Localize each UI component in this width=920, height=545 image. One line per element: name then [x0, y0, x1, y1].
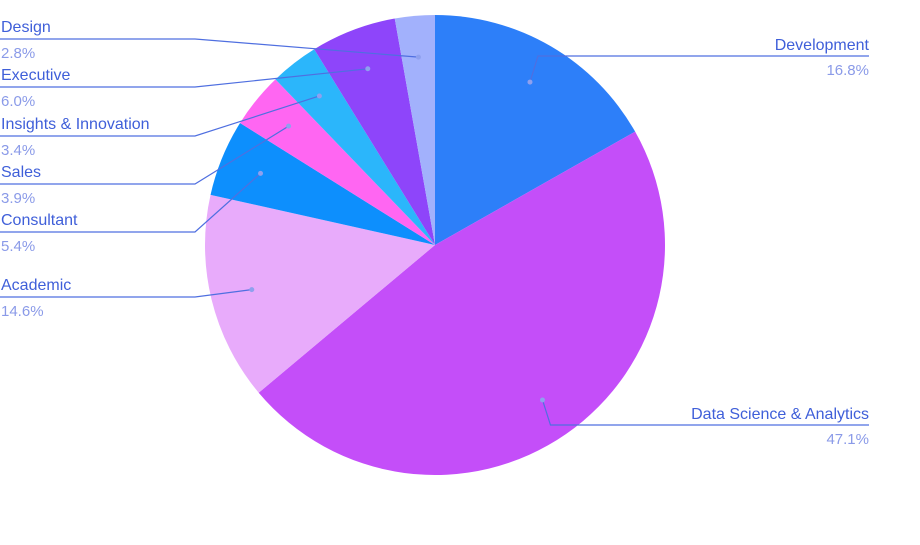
- callout-academic: Academic 14.6%: [0, 277, 255, 320]
- callout-dot: [539, 397, 545, 403]
- leader-line: [0, 289, 252, 298]
- slice-percent: 14.6%: [1, 303, 44, 320]
- callout-dot: [258, 170, 264, 176]
- leader-line: [0, 172, 261, 233]
- pie-slice-executive: [314, 18, 435, 246]
- slice-label: Sales: [1, 164, 41, 181]
- slice-label: Academic: [1, 277, 71, 294]
- callout-development: Development 16.8%: [527, 37, 870, 85]
- callout-data-science-analytics: Data Science & Analytics 47.1%: [539, 397, 869, 448]
- callout-dot: [316, 93, 322, 99]
- pie-slice-insights-innovation: [275, 49, 435, 245]
- leader-line: [541, 399, 869, 426]
- leader-line: [0, 125, 289, 185]
- callout-sales: Sales 3.9%: [0, 123, 292, 207]
- callout-dot: [527, 79, 533, 85]
- pie-slice-academic: [205, 194, 435, 393]
- pie-slices: [205, 15, 665, 475]
- slice-percent: 3.4%: [1, 142, 35, 159]
- slice-label: Insights & Innovation: [1, 116, 150, 133]
- slice-percent: 6.0%: [1, 93, 35, 110]
- callout-dot: [249, 287, 255, 293]
- callout-dot: [365, 66, 371, 72]
- pie-callouts: Development 16.8% Data Science & Analytics…: [0, 19, 870, 448]
- slice-label: Executive: [1, 67, 70, 84]
- slice-label: Data Science & Analytics: [691, 406, 869, 423]
- slice-label: Development: [775, 37, 870, 54]
- leader-line: [0, 68, 368, 88]
- slice-percent: 5.4%: [1, 238, 35, 255]
- pie-slice-data-science-analytics: [258, 131, 665, 475]
- callout-dot: [415, 54, 421, 60]
- pie-slice-design: [394, 15, 435, 245]
- callout-dot: [286, 123, 292, 129]
- callout-executive: Executive 6.0%: [0, 66, 371, 110]
- pie-slice-development: [435, 15, 636, 245]
- pie-slice-sales: [240, 79, 435, 246]
- leader-line: [529, 55, 869, 83]
- callout-insights-innovation: Insights & Innovation 3.4%: [0, 93, 322, 159]
- slice-percent: 3.9%: [1, 190, 35, 207]
- pie-slice-consultant: [210, 122, 435, 245]
- slice-percent: 47.1%: [826, 431, 869, 448]
- slice-percent: 16.8%: [826, 62, 869, 79]
- callout-design: Design 2.8%: [0, 19, 421, 62]
- slice-percent: 2.8%: [1, 45, 35, 62]
- slice-label: Design: [1, 19, 51, 36]
- callout-consultant: Consultant 5.4%: [0, 170, 264, 255]
- leader-line: [0, 38, 419, 58]
- slice-label: Consultant: [1, 212, 78, 229]
- leader-line: [0, 95, 320, 137]
